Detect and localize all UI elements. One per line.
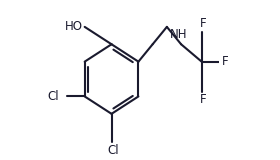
- Text: Cl: Cl: [48, 90, 59, 103]
- Text: NH: NH: [170, 28, 188, 41]
- Text: Cl: Cl: [107, 144, 119, 157]
- Text: F: F: [200, 17, 207, 30]
- Text: F: F: [200, 93, 207, 106]
- Text: F: F: [222, 55, 229, 68]
- Text: HO: HO: [65, 20, 83, 33]
